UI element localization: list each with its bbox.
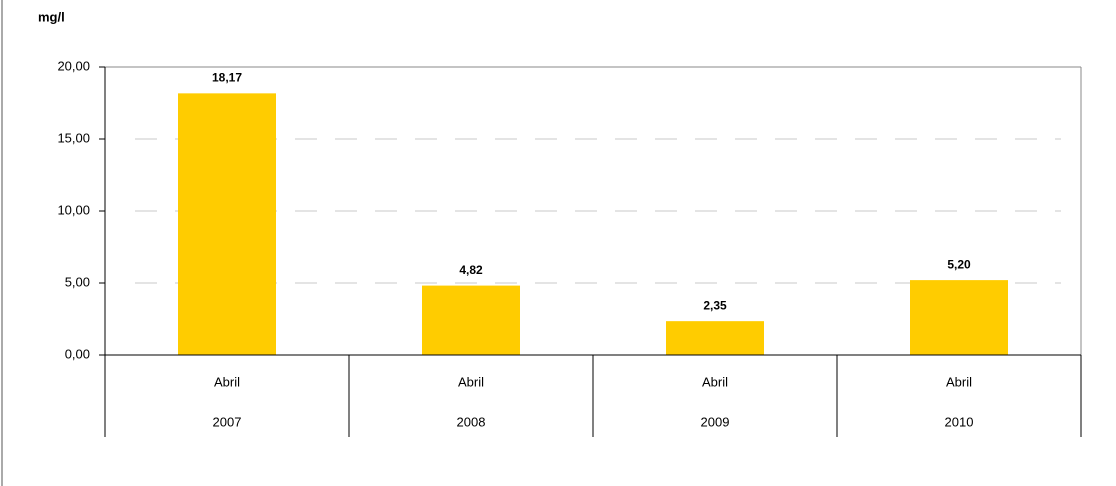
x-group-label: 2009 bbox=[701, 414, 730, 429]
bar bbox=[422, 285, 520, 355]
bar bbox=[178, 93, 276, 356]
x-tick-label: Abril bbox=[458, 374, 484, 389]
x-group-label: 2007 bbox=[213, 414, 242, 429]
y-tick-label: 10,00 bbox=[57, 202, 90, 217]
y-tick-label: 0,00 bbox=[65, 346, 90, 361]
value-label: 18,17 bbox=[212, 71, 242, 85]
bar bbox=[910, 280, 1008, 355]
x-group-label: 2008 bbox=[457, 414, 486, 429]
y-tick-label: 5,00 bbox=[65, 274, 90, 289]
bar bbox=[666, 321, 764, 355]
x-tick-label: Abril bbox=[214, 374, 240, 389]
x-tick-label: Abril bbox=[702, 374, 728, 389]
y-tick-label: 20,00 bbox=[57, 58, 90, 73]
value-label: 4,82 bbox=[459, 263, 483, 277]
y-tick-label: 15,00 bbox=[57, 130, 90, 145]
y-axis-label: mg/l bbox=[38, 9, 65, 24]
value-label: 5,20 bbox=[947, 257, 971, 271]
x-tick-label: Abril bbox=[946, 374, 972, 389]
value-label: 2,35 bbox=[703, 298, 727, 312]
x-group-label: 2010 bbox=[945, 414, 974, 429]
